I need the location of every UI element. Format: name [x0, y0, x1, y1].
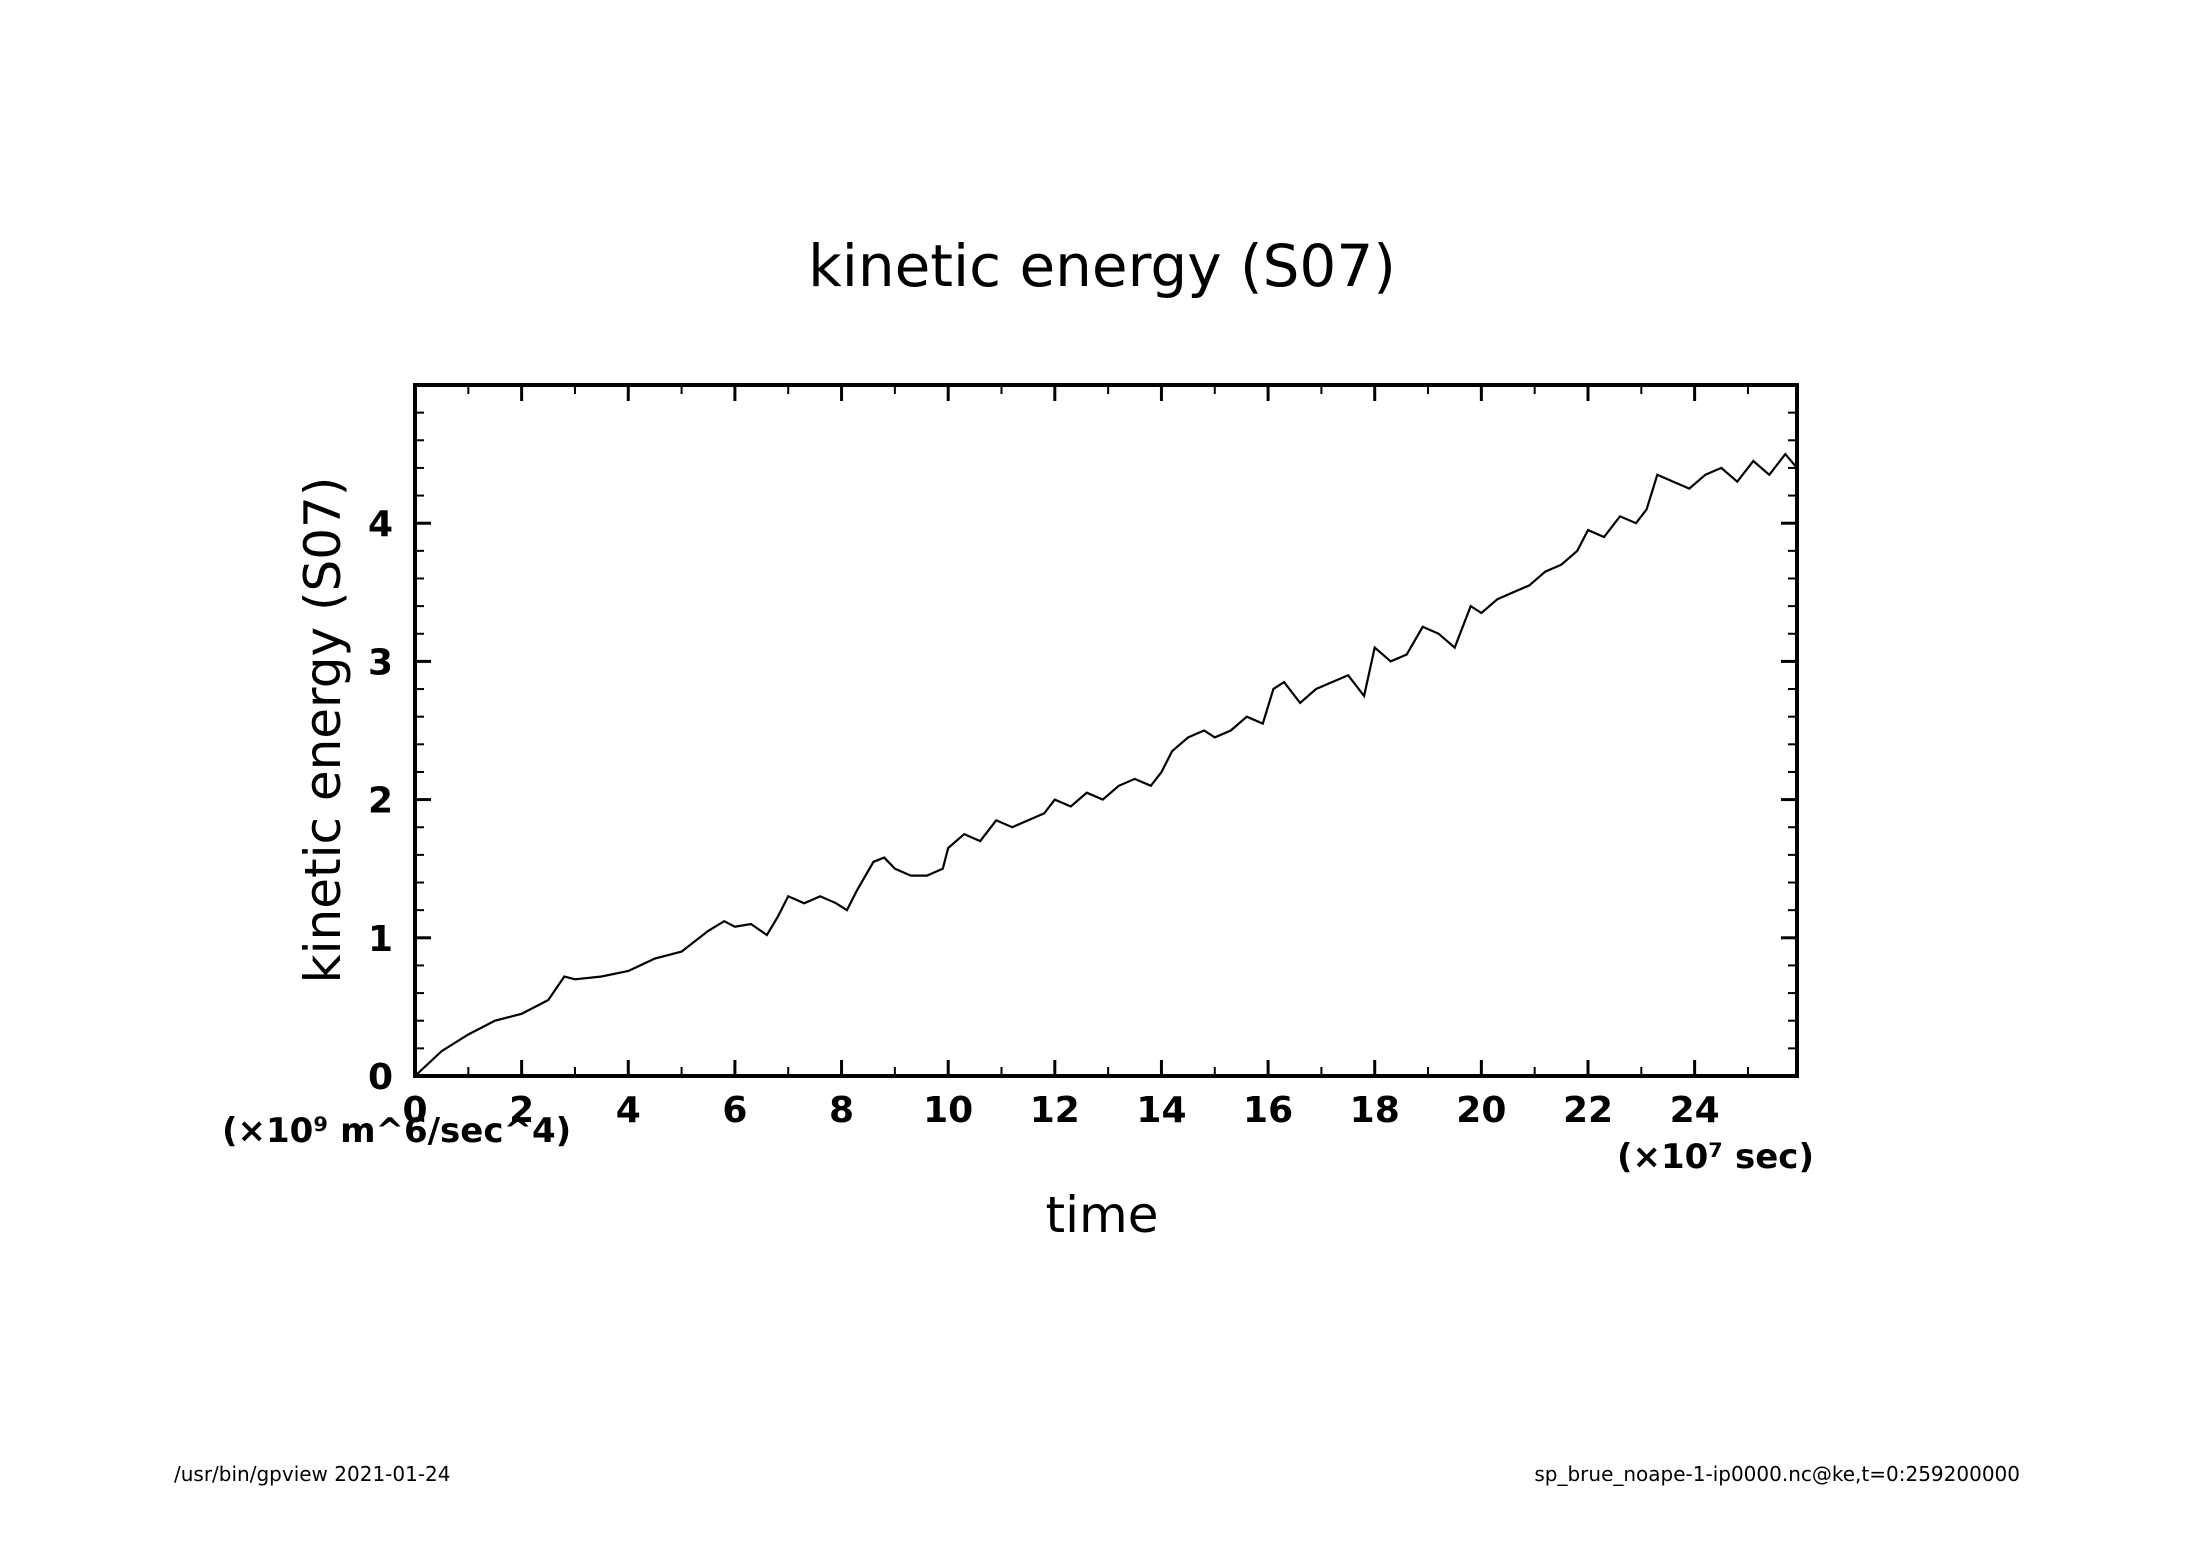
- plot-border: [413, 383, 1799, 1078]
- x-tick-label: 10: [923, 1090, 973, 1131]
- chart-title: kinetic energy (S07): [808, 232, 1396, 300]
- x-tick-label: 2: [509, 1090, 534, 1131]
- x-axis-label: time: [1046, 1186, 1159, 1244]
- x-tick-label: 8: [829, 1090, 854, 1131]
- x-tick-label: 24: [1670, 1090, 1720, 1131]
- kinetic-energy-line: [414, 452, 1798, 1077]
- y-unit-label: (×10⁹ m^6/sec^4): [222, 1111, 571, 1151]
- footer-right-text: sp_brue_noape-1-ip0000.nc@ke,t=0:2592000…: [1534, 1462, 2020, 1486]
- y-tick-label: 0: [368, 1057, 393, 1098]
- plot-frame: [413, 383, 1799, 1078]
- x-axis: 0 2 4 6 8 10 12 14 16 18 20 22 24: [402, 385, 1749, 1131]
- x-tick-label: 18: [1350, 1090, 1400, 1131]
- y-axis: 0 1 2 3 4: [368, 384, 1797, 1098]
- footer-left-text: /usr/bin/gpview 2021-01-24: [174, 1462, 451, 1486]
- y-tick-label: 4: [368, 504, 393, 545]
- y-tick-label: 1: [368, 919, 393, 960]
- y-tick-label: 3: [368, 642, 393, 683]
- x-tick-label: 22: [1563, 1090, 1613, 1131]
- x-unit-label: (×10⁷ sec): [1617, 1137, 1814, 1177]
- y-axis-label: kinetic energy (S07): [294, 477, 352, 984]
- x-tick-label: 14: [1136, 1090, 1186, 1131]
- y-tick-label: 2: [368, 781, 393, 822]
- x-tick-label: 12: [1030, 1090, 1080, 1131]
- x-tick-label: 0: [402, 1090, 427, 1131]
- x-tick-label: 4: [616, 1090, 641, 1131]
- x-tick-label: 16: [1243, 1090, 1293, 1131]
- x-tick-label: 6: [722, 1090, 747, 1131]
- x-tick-label: 20: [1456, 1090, 1506, 1131]
